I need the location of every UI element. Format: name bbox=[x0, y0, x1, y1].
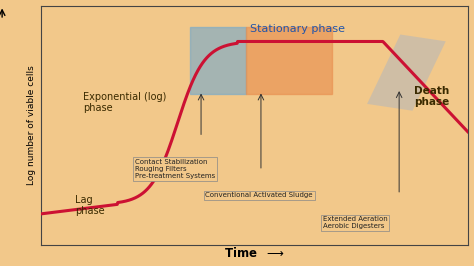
Text: Exponential (log)
phase: Exponential (log) phase bbox=[83, 92, 167, 113]
Y-axis label: Log number of viable cells: Log number of viable cells bbox=[27, 65, 36, 185]
Text: Stationary phase: Stationary phase bbox=[250, 24, 345, 34]
Bar bbox=[246, 27, 331, 94]
Text: Death
phase: Death phase bbox=[414, 86, 450, 107]
Polygon shape bbox=[367, 35, 446, 111]
Text: Lag
phase: Lag phase bbox=[75, 195, 104, 216]
X-axis label: Time  $\longrightarrow$: Time $\longrightarrow$ bbox=[224, 246, 285, 260]
Text: Contact Stabilization
Rouging Filters
Pre-treatment Systems: Contact Stabilization Rouging Filters Pr… bbox=[135, 159, 215, 179]
Text: Extended Aeration
Aerobic Digesters: Extended Aeration Aerobic Digesters bbox=[323, 216, 388, 229]
Bar bbox=[191, 27, 246, 94]
Text: Conventional Activated Sludge: Conventional Activated Sludge bbox=[205, 192, 313, 198]
